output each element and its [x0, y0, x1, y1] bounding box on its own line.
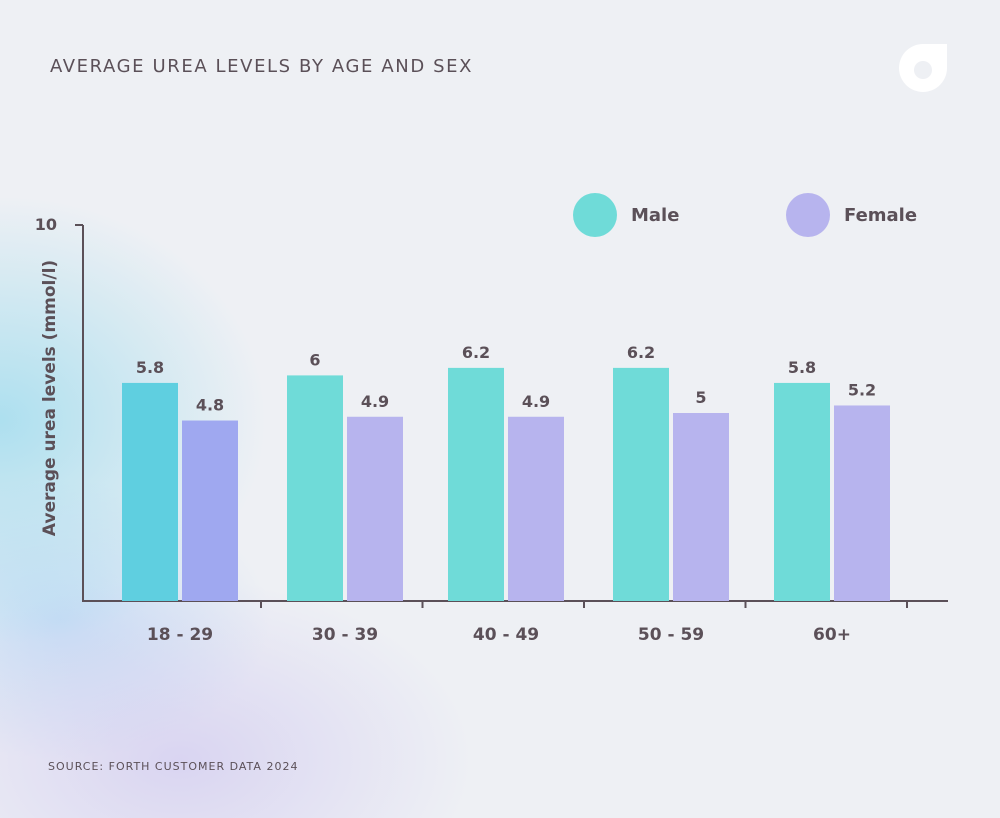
- bar-male-2: [287, 375, 343, 601]
- bar-female-1: [182, 420, 238, 601]
- bar-male-5: [774, 382, 830, 601]
- data-label-male-1: 5.8: [136, 358, 164, 377]
- data-label-male-3: 6.2: [462, 343, 490, 362]
- data-label-female-1: 4.8: [196, 396, 224, 415]
- data-label-female-2: 4.9: [361, 392, 389, 411]
- x-tick-label-1: 18 - 29: [147, 625, 213, 645]
- legend-label-female: Female: [844, 204, 918, 226]
- source-note: SOURCE: FORTH CUSTOMER DATA 2024: [48, 760, 299, 773]
- data-label-male-5: 5.8: [788, 358, 816, 377]
- legend-item-female: Female: [786, 193, 917, 237]
- legend-label-male: Male: [631, 204, 680, 226]
- data-label-female-4: 5: [695, 388, 706, 407]
- bar-female-4: [673, 413, 729, 601]
- data-label-male-2: 6: [309, 350, 320, 369]
- bar-female-3: [508, 416, 564, 601]
- x-tick-label-4: 50 - 59: [638, 625, 704, 645]
- bar-female-5: [834, 405, 890, 601]
- legend-swatch-male: [573, 193, 617, 237]
- bar-male-4: [613, 367, 669, 601]
- bar-female-2: [347, 416, 403, 601]
- y-axis-label: Average urea levels (mmol/l): [40, 260, 60, 536]
- bar-male-1: [122, 382, 178, 601]
- bar-male-3: [448, 367, 504, 601]
- data-label-female-3: 4.9: [522, 392, 550, 411]
- x-tick-label-5: 60+: [813, 625, 851, 645]
- legend-item-male: Male: [573, 193, 679, 237]
- forth-logo-icon: [899, 44, 947, 92]
- data-label-female-5: 5.2: [848, 380, 876, 399]
- x-tick-label-3: 40 - 49: [473, 625, 539, 645]
- x-tick-label-2: 30 - 39: [312, 625, 378, 645]
- chart-title: AVERAGE UREA LEVELS BY AGE AND SEX: [50, 56, 474, 77]
- y-tick-label: 10: [35, 215, 57, 234]
- legend-swatch-female: [786, 193, 830, 237]
- data-label-male-4: 6.2: [627, 343, 655, 362]
